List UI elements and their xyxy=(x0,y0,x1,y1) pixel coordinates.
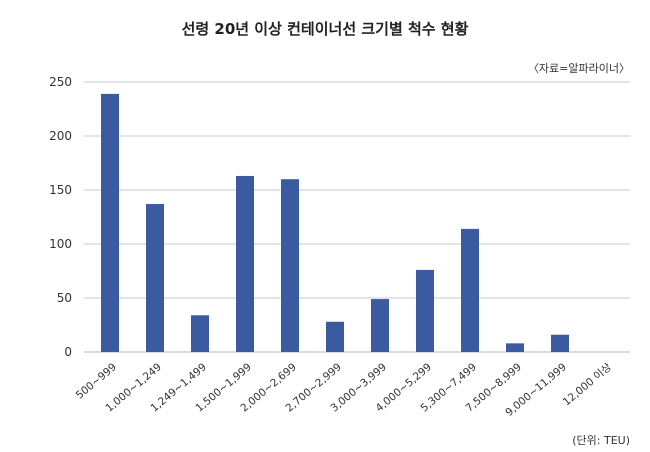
bar xyxy=(461,228,479,352)
y-tick-label: 100 xyxy=(49,237,72,251)
bar xyxy=(326,321,344,352)
x-axis-labels: 500~9991,000~1,2491,249~1,4991,500~1,999… xyxy=(74,361,614,419)
chart-title: 선령 20년 이상 컨테이너선 크기별 척수 현황 xyxy=(181,20,469,38)
bar xyxy=(551,334,569,352)
bar xyxy=(101,93,119,352)
bar xyxy=(191,315,209,352)
bar xyxy=(416,269,434,352)
x-tick-label: 12,000 이상 xyxy=(561,361,614,409)
y-tick-label: 150 xyxy=(49,183,72,197)
y-tick-label: 200 xyxy=(49,129,72,143)
y-tick-label: 250 xyxy=(49,75,72,89)
y-tick-label: 50 xyxy=(57,291,72,305)
y-tick-label: 0 xyxy=(64,345,72,359)
bar xyxy=(281,179,299,352)
gridlines xyxy=(84,81,630,353)
source-note: 〈자료=알파라이너〉 xyxy=(527,62,630,75)
bar xyxy=(236,175,254,352)
y-axis-labels: 0 50 100 150 200 250 xyxy=(49,75,72,359)
x-tick-label: 500~999 xyxy=(74,361,119,402)
unit-note: (단위: TEU) xyxy=(572,434,630,447)
bar xyxy=(371,299,389,352)
bar xyxy=(506,343,524,352)
bar xyxy=(146,204,164,352)
bars xyxy=(101,93,569,352)
